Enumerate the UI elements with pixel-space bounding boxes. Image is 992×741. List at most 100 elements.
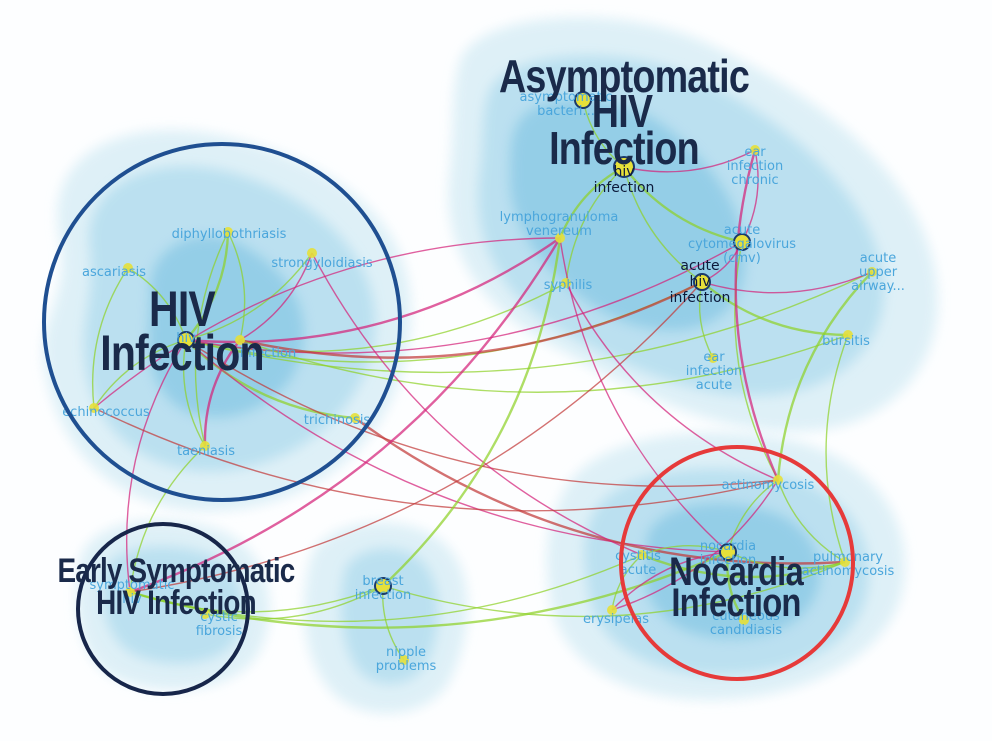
cluster-title-line: Asymptomatic bbox=[499, 50, 749, 101]
node-asymptomatic-bacteriuria[interactable]: asymptomaticbacteri... bbox=[520, 90, 613, 119]
node-marker bbox=[719, 543, 737, 561]
edge-hiv-a-cmv bbox=[185, 241, 743, 354]
node-ascariasis[interactable]: ascariasis bbox=[82, 263, 146, 280]
node-marker bbox=[89, 403, 99, 413]
edge-erysipelas-actinomycosis bbox=[611, 479, 779, 611]
node-acute-upper[interactable]: acuteupperairway... bbox=[851, 251, 905, 294]
cluster-title-line: HIV bbox=[149, 281, 216, 337]
node-label: bacteri... bbox=[537, 104, 595, 119]
node-marker bbox=[555, 233, 565, 243]
edge-mycobacterium-acute-hiv bbox=[239, 280, 703, 359]
node-label: upper bbox=[859, 265, 898, 280]
node-bursitis[interactable]: bursitis bbox=[822, 330, 870, 349]
edge-diphyllobothriasis-taeniasis bbox=[194, 231, 229, 447]
cluster-title-line: HIV bbox=[592, 85, 653, 136]
node-label: airway... bbox=[851, 279, 905, 294]
node-label: acute bbox=[696, 378, 732, 393]
node-marker bbox=[123, 263, 133, 273]
node-label: nocardia bbox=[700, 539, 756, 554]
node-strongyloidiasis[interactable]: strongyloidiasis bbox=[271, 248, 373, 271]
edge-syphilis-actinomycosis bbox=[565, 282, 779, 481]
edge-acute-hiv-acute-upper bbox=[701, 271, 873, 294]
edge-ear-infection-chronic-actinomycosis bbox=[734, 149, 780, 481]
edge-hiv-a-actinomycosis bbox=[185, 339, 779, 487]
node-marker bbox=[840, 557, 850, 567]
node-marker bbox=[561, 278, 571, 288]
node-label: hiv bbox=[122, 592, 142, 607]
node-label: taeniasis bbox=[177, 444, 235, 459]
density-region-10 bbox=[341, 548, 439, 684]
node-marker bbox=[750, 145, 760, 155]
edge-hiv-a-symptomatic bbox=[125, 339, 187, 593]
edge-mycobacterium-bursitis bbox=[239, 334, 849, 393]
ring-layer bbox=[42, 142, 855, 696]
density-region-12 bbox=[102, 546, 243, 664]
node-actinomycosis[interactable]: actinomycosis bbox=[722, 475, 815, 493]
node-mycobacterium[interactable]: infection bbox=[235, 335, 296, 361]
edge-acute-upper-actinomycosis bbox=[776, 271, 873, 481]
node-label: pulmonary bbox=[813, 550, 883, 565]
node-label: lymphogranuloma bbox=[500, 210, 619, 225]
node-marker bbox=[607, 605, 617, 615]
node-marker bbox=[613, 156, 635, 178]
cluster-title-line: Infection bbox=[100, 325, 263, 381]
edge-cystic-fibrosis-breast bbox=[204, 585, 384, 620]
node-hiv-a[interactable]: hiv bbox=[176, 331, 196, 349]
title-layer: HIVInfectionAsymptomaticHIVInfectionEarl… bbox=[58, 50, 806, 625]
node-label: infection bbox=[686, 364, 742, 379]
node-trichinosis[interactable]: trichinosis bbox=[304, 413, 371, 428]
edge-hiv-a-strongyloidiasis bbox=[185, 252, 313, 341]
cluster-title-line: Infection bbox=[549, 122, 699, 173]
node-label: actinomycosis bbox=[802, 564, 895, 579]
cluster-title-line: Nocardia bbox=[669, 549, 804, 594]
edge-symptomatic-nocardia-node bbox=[129, 550, 729, 629]
node-layer: diphyllobothriasis strongyloidiasis ascari… bbox=[62, 90, 905, 674]
node-label: ear bbox=[744, 145, 766, 160]
edge-hiv-a-echinococcus bbox=[93, 339, 187, 409]
node-marker bbox=[574, 91, 592, 109]
density-region-5 bbox=[510, 98, 746, 331]
edge-hiv-infection-asym-acute-hiv bbox=[623, 166, 703, 283]
node-label: actinomycosis bbox=[722, 478, 815, 493]
node-marker bbox=[200, 441, 210, 451]
node-marker bbox=[177, 331, 195, 349]
edge-hiv-a-nocardia-node bbox=[185, 339, 729, 553]
node-label: acute bbox=[724, 223, 760, 238]
edge-trichinosis-pulmonary bbox=[354, 417, 846, 565]
edge-layer bbox=[91, 99, 873, 661]
cluster-title-line: Infection bbox=[671, 580, 800, 625]
cluster-ring-early bbox=[76, 522, 250, 696]
edge-cystitis-pulmonary bbox=[641, 553, 846, 579]
node-label: nipple bbox=[386, 645, 426, 660]
node-marker bbox=[399, 655, 409, 665]
node-echinococcus[interactable]: echinococcus bbox=[62, 403, 150, 420]
edge-cmv-ear-infection-chronic bbox=[741, 149, 759, 243]
node-diphyllobothriasis[interactable]: diphyllobothriasis bbox=[172, 227, 287, 242]
node-label: echinococcus bbox=[62, 405, 150, 420]
edge-hiv-a-ascariasis bbox=[127, 267, 187, 341]
edge-actinomycosis-nocardia-node bbox=[727, 479, 779, 553]
edge-symptomatic-lgv bbox=[129, 237, 562, 594]
node-marker bbox=[867, 267, 877, 277]
density-region-8 bbox=[644, 503, 820, 639]
node-taeniasis[interactable]: taeniasis bbox=[177, 441, 235, 459]
edge-strongyloidiasis-cystitis bbox=[311, 252, 643, 556]
node-syphilis[interactable]: syphilis bbox=[544, 278, 593, 293]
